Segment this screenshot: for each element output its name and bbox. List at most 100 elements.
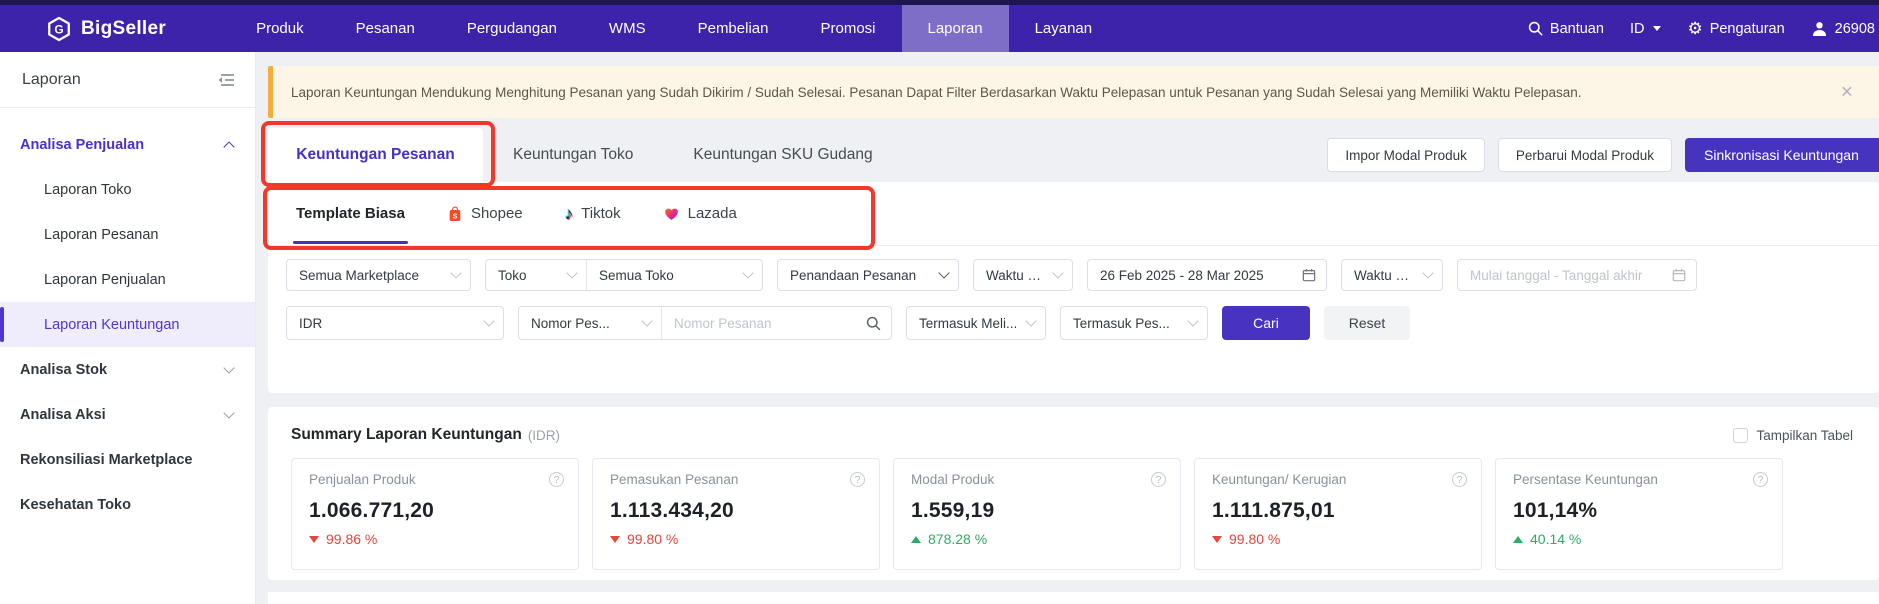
help-icon[interactable]: ? [549,472,564,487]
main-menu: Produk Pesanan Pergudangan WMS Pembelian… [230,5,1118,52]
help-button[interactable]: Bantuan [1528,21,1604,37]
metric-value: 1.113.434,20 [610,499,734,522]
chevron-down-icon [1025,315,1037,327]
language-selector[interactable]: ID [1630,21,1662,37]
summary-card-penjualan-produk: Penjualan Produk? 1.066.771,20 99.86 % [291,458,579,570]
top-navbar: G BigSeller Produk Pesanan Pergudangan W… [0,5,1879,52]
summary-panel: Summary Laporan Keuntungan (IDR) Tampilk… [268,407,1879,580]
sidebar-section-analisa-penjualan[interactable]: Analisa Penjualan [0,122,255,167]
metric-value: 101,14% [1513,499,1598,522]
sinkronisasi-keuntungan-button[interactable]: Sinkronisasi Keuntungan [1685,138,1879,172]
help-icon[interactable]: ? [1753,472,1768,487]
metric-delta: 99.80 % [1212,531,1467,547]
sidebar-section-analisa-stok[interactable]: Analisa Stok [0,347,255,392]
help-icon[interactable]: ? [850,472,865,487]
sidebar-item-rekonsiliasi-marketplace[interactable]: Rekonsiliasi Marketplace [20,451,193,468]
nav-item-laporan[interactable]: Laporan [901,5,1009,52]
settings-button[interactable]: ⚙ Pengaturan [1687,20,1784,37]
window-top-strip [0,0,1879,5]
penandaan-pesanan-select[interactable]: Penandaan Pesanan [777,259,959,291]
chevron-up-icon [223,140,235,153]
termasuk-meli-select[interactable]: Termasuk Meli... [906,306,1046,340]
currency-select[interactable]: IDR [286,306,504,340]
sidebar-item-laporan-toko[interactable]: Laporan Toko [44,181,132,198]
nav-item-produk[interactable]: Produk [256,20,304,37]
brand-text: BigSeller [81,17,167,39]
metric-value: 1.066.771,20 [309,499,435,522]
subtab-template-biasa[interactable]: Template Biasa [293,205,408,244]
subtab-tiktok[interactable]: ♪ Tiktok [564,204,621,223]
bigseller-logo-icon: G [46,16,72,42]
summary-title: Summary Laporan Keuntungan [291,426,522,443]
help-icon[interactable]: ? [1452,472,1467,487]
impor-modal-produk-button[interactable]: Impor Modal Produk [1327,138,1485,172]
summary-card-modal-produk: Modal Produk? 1.559,19 878.28 % [893,458,1181,570]
filters-panel: Template Biasa S Shopee ♪ Tiktok [268,182,1879,393]
help-label: Bantuan [1549,20,1604,37]
date-range-picker[interactable]: 26 Feb 2025 - 28 Mar 2025 [1087,259,1327,291]
info-banner: Laporan Keuntungan Mendukung Menghitung … [268,66,1879,118]
sidebar: Laporan Analisa Penjualan Laporan Toko L… [0,52,256,604]
bigseller-brand[interactable]: G BigSeller [46,16,166,42]
chevron-down-icon [1052,267,1064,279]
sidebar-item-laporan-penjualan[interactable]: Laporan Penjualan [44,271,166,288]
marketplace-select[interactable]: Semua Marketplace [286,259,471,291]
account-id: 26908 [1834,20,1875,37]
chevron-down-icon [223,361,235,374]
toko-type-select[interactable]: Toko [486,260,586,290]
nomor-pesanan-type-select[interactable]: Nomor Pes... [519,307,661,339]
summary-cards: Penjualan Produk? 1.066.771,20 99.86 % P… [268,458,1879,570]
close-icon[interactable]: × [1840,80,1853,104]
waktu-dikirim-select[interactable]: Waktu D... [1341,259,1443,291]
cari-button[interactable]: Cari [1222,306,1310,340]
tab-keuntungan-pesanan[interactable]: Keuntungan Pesanan [268,128,483,182]
semua-toko-select[interactable]: Semua Toko [586,260,762,290]
secondary-date-range-picker[interactable]: Mulai tanggal - Tanggal akhir [1457,259,1697,291]
sidebar-item-laporan-keuntungan[interactable]: Laporan Keuntungan [0,302,255,347]
metric-delta: 40.14 % [1513,531,1768,547]
perbarui-modal-produk-button[interactable]: Perbarui Modal Produk [1497,138,1672,172]
search-icon[interactable] [866,316,881,331]
tab-keuntungan-toko[interactable]: Keuntungan Toko [513,146,634,163]
shopee-icon: S [447,205,463,223]
reset-button[interactable]: Reset [1324,306,1410,340]
tab-actions: Impor Modal Produk Perbarui Modal Produk… [1327,128,1879,182]
nav-item-layanan[interactable]: Layanan [1034,20,1093,37]
help-icon[interactable]: ? [1151,472,1166,487]
checkbox[interactable] [1733,427,1749,443]
nav-item-promosi[interactable]: Promosi [820,20,876,37]
subtab-lazada[interactable]: Lazada [663,205,737,222]
trend-arrow-icon [309,535,319,543]
sidebar-collapse-icon[interactable] [217,72,235,88]
subtab-shopee[interactable]: S Shopee [447,205,523,223]
nav-item-pesanan[interactable]: Pesanan [355,20,415,37]
chevron-down-icon [566,267,578,279]
chevron-down-icon [1422,267,1434,279]
nav-item-pergudangan[interactable]: Pergudangan [466,20,557,37]
chevron-down-icon [641,315,653,327]
sidebar-menu: Analisa Penjualan Laporan Toko Laporan P… [0,108,255,527]
waktu-pesanan-select[interactable]: Waktu P... [973,259,1073,291]
main-content: Laporan Keuntungan Mendukung Menghitung … [256,52,1879,604]
language-label: ID [1629,20,1645,37]
calendar-icon [1302,268,1316,282]
nav-item-pembelian[interactable]: Pembelian [697,20,769,37]
account-menu[interactable]: 26908 [1811,20,1875,37]
sidebar-item-laporan-pesanan[interactable]: Laporan Pesanan [44,226,159,243]
metric-delta: 99.86 % [309,531,564,547]
calendar-icon [1672,268,1686,282]
template-subtabs: Template Biasa S Shopee ♪ Tiktok [268,182,1879,246]
tab-keuntungan-sku-gudang[interactable]: Keuntungan SKU Gudang [693,146,873,163]
sidebar-item-kesehatan-toko[interactable]: Kesehatan Toko [20,496,131,513]
metric-delta: 99.80 % [610,531,865,547]
tampilkan-tabel-toggle[interactable]: Tampilkan Tabel [1733,427,1853,443]
trend-arrow-icon [911,535,921,543]
nomor-pesanan-input[interactable] [674,315,858,331]
navbar-right: Bantuan ID ⚙ Pengaturan 26908 [1528,20,1879,37]
nav-item-wms[interactable]: WMS [608,20,646,37]
trend-arrow-icon [610,535,620,543]
metric-value: 1.559,19 [911,499,995,522]
sidebar-section-analisa-aksi[interactable]: Analisa Aksi [0,392,255,437]
termasuk-pes-select[interactable]: Termasuk Pes... [1060,306,1208,340]
chevron-down-icon [938,267,950,279]
